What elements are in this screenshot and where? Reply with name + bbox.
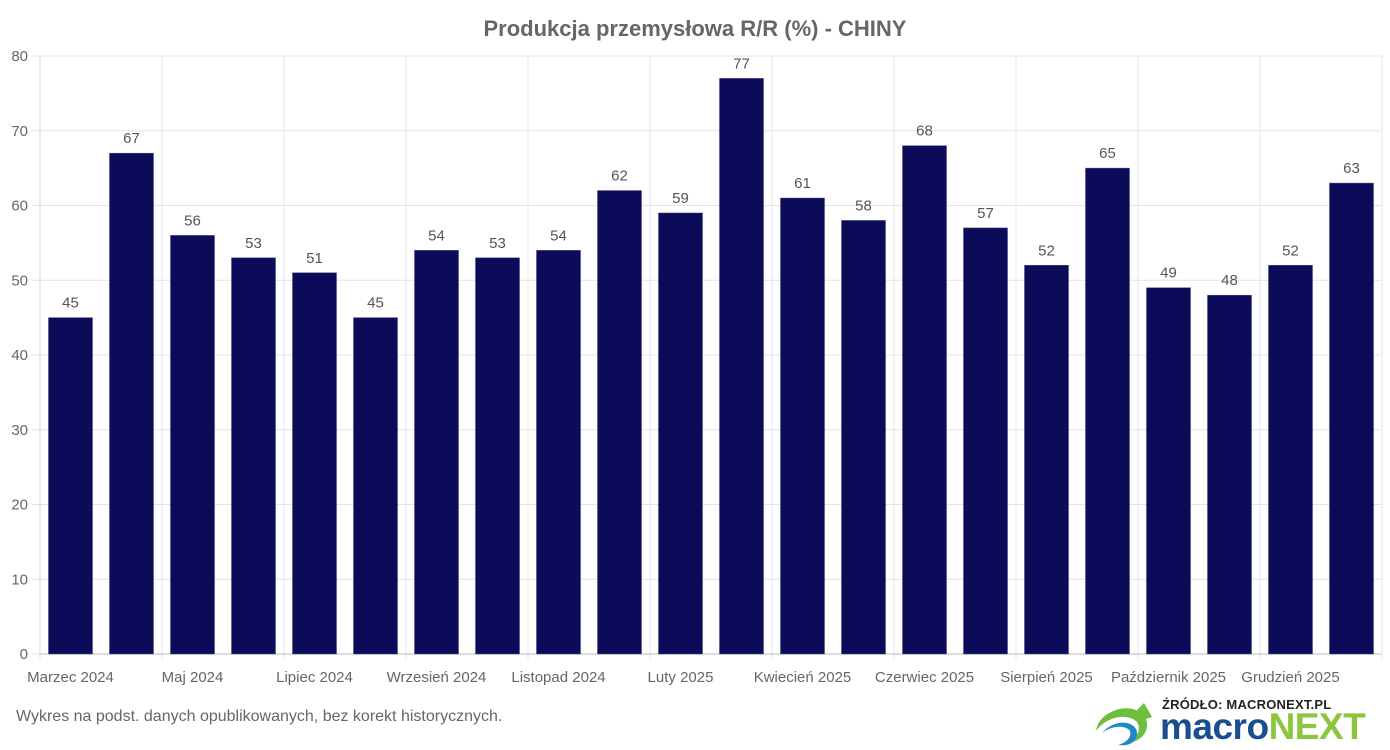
arrow-swoosh-icon (1096, 703, 1152, 746)
x-tick-label: Marzec 2024 (27, 669, 114, 686)
data-label: 52 (1038, 242, 1055, 259)
y-tick-label: 60 (11, 198, 28, 215)
bar (1146, 287, 1191, 655)
data-label: 56 (184, 212, 201, 229)
x-tick-label: Sierpień 2025 (1000, 669, 1093, 686)
x-tick-label: Listopad 2024 (511, 669, 605, 686)
data-label: 48 (1221, 272, 1238, 289)
bar (109, 152, 154, 655)
bar (475, 257, 520, 655)
x-tick-label: Maj 2024 (162, 669, 224, 686)
bar (1024, 265, 1069, 655)
data-label: 52 (1282, 242, 1299, 259)
y-tick-label: 40 (11, 347, 28, 364)
source-label: ŹRÓDŁO: MACRONEXT.PL (1162, 697, 1332, 712)
y-tick-label: 50 (11, 272, 28, 289)
bar (841, 220, 886, 655)
x-tick-label: Wrzesień 2024 (387, 669, 487, 686)
data-label: 65 (1099, 145, 1116, 162)
bar (536, 250, 581, 655)
x-tick-label: Październik 2025 (1111, 669, 1226, 686)
x-tick-label: Grudzień 2025 (1241, 669, 1339, 686)
bar (902, 145, 947, 655)
y-axis: 0 10 20 30 40 50 60 70 80 (11, 48, 28, 663)
bar (1207, 294, 1252, 655)
bar (780, 197, 825, 655)
chart-title: Produkcja przemysłowa R/R (%) - CHINY (484, 16, 907, 41)
bar (414, 250, 459, 655)
x-tick-label: Lipiec 2024 (276, 669, 353, 686)
data-label: 63 (1343, 160, 1360, 177)
x-tick-label: Kwiecień 2025 (754, 669, 852, 686)
bar (353, 317, 398, 655)
data-label: 53 (489, 235, 506, 252)
bar (170, 235, 215, 655)
data-label: 59 (672, 190, 689, 207)
macronext-logo: ŹRÓDŁO: MACRONEXT.PL macroNEXT (1092, 697, 1382, 749)
y-tick-label: 0 (20, 646, 28, 663)
data-label: 57 (977, 205, 994, 222)
bar (1329, 182, 1374, 655)
data-label: 51 (306, 250, 323, 267)
bar (292, 272, 337, 655)
brand-name: macroNEXT (1160, 706, 1366, 747)
bars (48, 78, 1374, 655)
y-tick-label: 20 (11, 497, 28, 514)
data-label: 61 (794, 175, 811, 192)
bar (231, 257, 276, 655)
bar (48, 317, 93, 655)
data-label: 67 (123, 130, 140, 147)
data-label: 54 (550, 227, 567, 244)
data-label: 49 (1160, 265, 1177, 282)
bar (1268, 265, 1313, 655)
bar (597, 190, 642, 655)
data-label: 62 (611, 168, 628, 185)
data-labels: 45 67 56 53 51 45 54 53 54 62 59 77 61 58 68 57 52 65 49 48… (62, 55, 1360, 311)
data-label: 45 (62, 295, 79, 312)
y-tick-label: 30 (11, 422, 28, 439)
y-tick-label: 70 (11, 123, 28, 140)
bar (1085, 167, 1130, 655)
bar (963, 227, 1008, 655)
data-label: 45 (367, 295, 384, 312)
x-tick-label: Czerwiec 2025 (875, 669, 974, 686)
y-tick-label: 10 (11, 571, 28, 588)
data-label: 68 (916, 123, 933, 140)
data-label: 54 (428, 227, 445, 244)
bar-chart: Produkcja przemysłowa R/R (%) - CHINY 45… (11, 16, 1383, 686)
x-tick-label: Luty 2025 (648, 669, 714, 686)
x-axis: Marzec 2024 Maj 2024 Lipiec 2024 Wrzesień 2… (27, 669, 1340, 686)
bar (719, 78, 764, 655)
footnote: Wykres na podst. danych opublikowanych, … (16, 708, 503, 725)
bar (658, 212, 703, 655)
data-label: 53 (245, 235, 262, 252)
data-label: 58 (855, 197, 872, 214)
data-label: 77 (733, 55, 750, 72)
y-tick-label: 80 (11, 48, 28, 65)
